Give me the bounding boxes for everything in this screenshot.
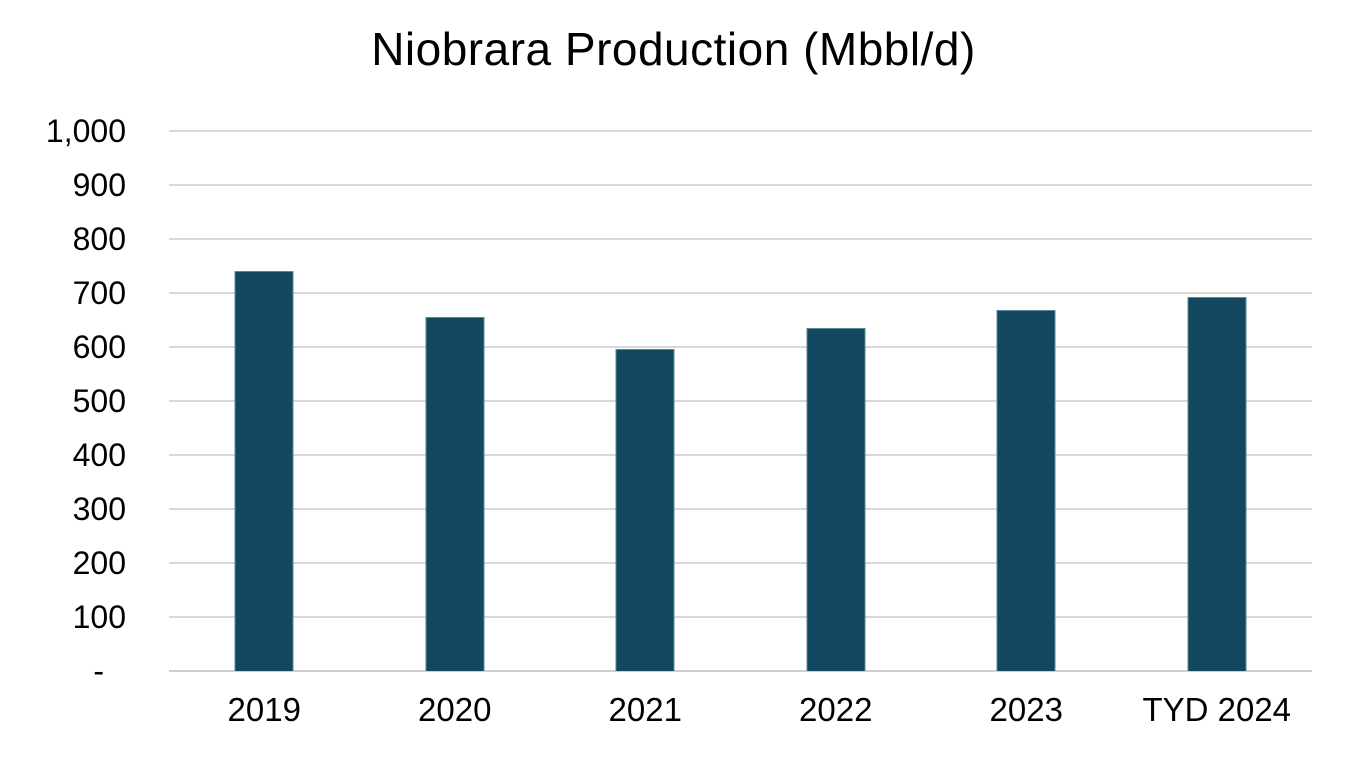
gridline bbox=[169, 670, 1312, 672]
x-axis-category-label: 2019 bbox=[227, 691, 301, 728]
x-axis: 2019 2020 2021 2022 2023 TYD 2024 bbox=[169, 690, 1312, 736]
gridline bbox=[169, 292, 1312, 294]
gridline bbox=[169, 454, 1312, 456]
x-axis-category-label: TYD 2024 bbox=[1142, 691, 1292, 728]
y-axis-tick-label: 200 bbox=[72, 545, 126, 581]
bar bbox=[234, 271, 294, 671]
x-axis-category-label: 2020 bbox=[418, 691, 492, 728]
y-axis-tick-label: 500 bbox=[72, 383, 126, 419]
y-axis-tick-label: 800 bbox=[72, 221, 126, 257]
gridline bbox=[169, 130, 1312, 132]
gridline bbox=[169, 346, 1312, 348]
gridline bbox=[169, 508, 1312, 510]
gridline bbox=[169, 184, 1312, 186]
x-axis-category-label: 2021 bbox=[608, 691, 682, 728]
y-axis: - 100 200 300 400 500 600 700 800 900 1,000 bbox=[0, 115, 126, 687]
y-axis-tick-label: 700 bbox=[72, 275, 126, 311]
y-axis-tick-label: 400 bbox=[72, 437, 126, 473]
y-axis-tick-label: 900 bbox=[72, 167, 126, 203]
bar bbox=[996, 310, 1056, 671]
gridline bbox=[169, 400, 1312, 402]
chart-title: Niobrara Production (Mbbl/d) bbox=[371, 23, 976, 75]
y-axis-tick-label: 100 bbox=[72, 599, 126, 635]
bar bbox=[425, 317, 485, 671]
bar bbox=[806, 327, 866, 671]
y-axis-tick-label: 600 bbox=[72, 329, 126, 365]
x-axis-category-label: 2023 bbox=[989, 691, 1063, 728]
gridline bbox=[169, 238, 1312, 240]
gridline bbox=[169, 616, 1312, 618]
y-axis-tick-label: 300 bbox=[72, 491, 126, 527]
gridline bbox=[169, 562, 1312, 564]
bar bbox=[615, 349, 675, 671]
x-axis-category-label: 2022 bbox=[799, 691, 873, 728]
bar bbox=[1187, 296, 1247, 671]
y-axis-tick-label: 1,000 bbox=[45, 113, 126, 149]
plot-area bbox=[169, 130, 1312, 672]
y-axis-tick-label: - bbox=[93, 653, 104, 689]
